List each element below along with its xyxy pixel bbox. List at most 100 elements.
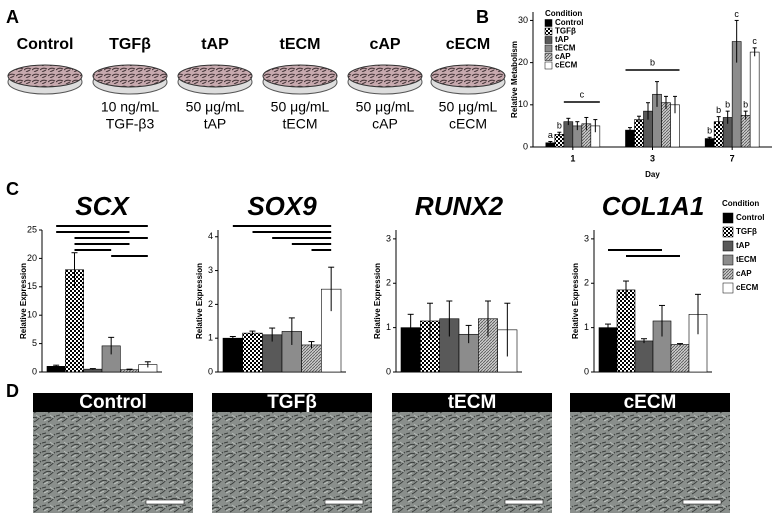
legend-title: Condition bbox=[722, 199, 759, 208]
condition-label: TGFβ bbox=[109, 36, 151, 53]
bar bbox=[634, 340, 654, 373]
bar bbox=[670, 344, 690, 373]
dish bbox=[347, 64, 423, 88]
y-tick-label: 30 bbox=[518, 15, 528, 25]
scale-bar bbox=[682, 499, 722, 505]
y-tick-label: 1 bbox=[208, 333, 213, 343]
significance-letter: b bbox=[725, 100, 730, 110]
micrograph bbox=[212, 393, 372, 513]
legend-swatch bbox=[544, 53, 553, 61]
condition-label: cECM bbox=[446, 36, 490, 53]
significance-letter: c bbox=[734, 9, 739, 19]
scale-bar bbox=[324, 499, 364, 505]
scale-bar bbox=[145, 499, 185, 505]
scale-bar bbox=[504, 499, 544, 505]
dose: 50 μg/mL bbox=[271, 99, 330, 115]
bar bbox=[242, 332, 263, 373]
bar bbox=[598, 327, 618, 373]
image-header bbox=[570, 393, 730, 412]
y-tick-label: 10 bbox=[518, 99, 528, 109]
y-tick-label: 10 bbox=[27, 310, 37, 320]
condition-label: tECM bbox=[280, 36, 321, 53]
y-tick-label: 3 bbox=[584, 233, 589, 243]
bar bbox=[661, 102, 671, 148]
agent: TGF-β3 bbox=[106, 116, 155, 132]
bar bbox=[740, 115, 751, 148]
legend-swatch bbox=[544, 36, 553, 44]
legend-title: Condition bbox=[545, 9, 582, 18]
y-axis-label: Relative Expression bbox=[19, 263, 28, 339]
micrograph bbox=[570, 393, 730, 513]
significance-letter: b bbox=[716, 105, 721, 115]
y-tick-label: 3 bbox=[208, 265, 213, 275]
condition-label: cAP bbox=[369, 36, 400, 53]
y-tick-label: 1 bbox=[584, 322, 589, 332]
bar bbox=[563, 121, 574, 148]
dose: 10 ng/mL bbox=[101, 99, 160, 115]
dish bbox=[7, 64, 83, 88]
legend-label: cAP bbox=[736, 269, 752, 278]
bar bbox=[616, 289, 636, 373]
bar bbox=[634, 119, 644, 148]
image-header bbox=[212, 393, 372, 412]
y-tick-label: 15 bbox=[27, 281, 37, 291]
panel-letter: A bbox=[6, 7, 19, 27]
legend-swatch bbox=[722, 254, 734, 266]
legend-label: tAP bbox=[736, 241, 750, 250]
legend-label: TGFβ bbox=[555, 27, 576, 36]
agent: tECM bbox=[283, 116, 318, 132]
legend-swatch bbox=[544, 19, 553, 27]
significance-letter: b bbox=[557, 121, 562, 131]
dose: 50 μg/mL bbox=[356, 99, 415, 115]
micrograph bbox=[392, 393, 552, 513]
y-tick-label: 3 bbox=[386, 233, 391, 243]
legend-swatch bbox=[722, 282, 734, 294]
dose: 50 μg/mL bbox=[439, 99, 498, 115]
bar bbox=[301, 344, 322, 373]
legend-label: cECM bbox=[555, 61, 578, 70]
legend-swatch bbox=[722, 268, 734, 280]
gene-title: RUNX2 bbox=[415, 191, 504, 221]
legend-swatch bbox=[722, 212, 734, 224]
y-tick-label: 4 bbox=[208, 231, 213, 241]
legend-swatch bbox=[722, 226, 734, 238]
legend-label: cAP bbox=[555, 52, 571, 61]
significance-letter: c bbox=[752, 36, 757, 46]
y-axis-label: Relative Expression bbox=[195, 263, 204, 339]
gene-title: SOX9 bbox=[247, 191, 317, 221]
y-tick-label: 25 bbox=[27, 224, 37, 234]
legend-label: tAP bbox=[555, 35, 569, 44]
image-label: tECM bbox=[448, 392, 497, 413]
y-tick-label: 20 bbox=[518, 57, 528, 67]
legend-label: tECM bbox=[555, 44, 576, 53]
x-tick-label: 1 bbox=[570, 153, 575, 163]
dish bbox=[177, 64, 253, 88]
micrograph bbox=[33, 393, 193, 513]
legend-label: Control bbox=[555, 18, 583, 27]
image-label: cECM bbox=[624, 392, 677, 413]
y-axis-label: Relative Expression bbox=[571, 263, 580, 339]
significance-letter: a bbox=[548, 130, 553, 140]
condition-label: tAP bbox=[201, 36, 229, 53]
legend-label: cECM bbox=[736, 283, 759, 292]
x-tick-label: 3 bbox=[650, 153, 655, 163]
significance-letter: c bbox=[580, 89, 585, 99]
y-tick-label: 0 bbox=[523, 141, 528, 151]
x-axis-label: Day bbox=[645, 170, 660, 179]
y-tick-label: 0 bbox=[32, 366, 37, 376]
y-tick-label: 1 bbox=[386, 322, 391, 332]
dose: 50 μg/mL bbox=[186, 99, 245, 115]
agent: tAP bbox=[204, 116, 227, 132]
y-tick-label: 0 bbox=[584, 366, 589, 376]
legend-swatch bbox=[544, 44, 553, 53]
condition-label: Control bbox=[17, 36, 74, 53]
significance-letter: b bbox=[743, 100, 748, 110]
significance-letter: b bbox=[650, 57, 655, 67]
y-tick-label: 2 bbox=[208, 299, 213, 309]
dish bbox=[92, 64, 168, 88]
y-tick-label: 2 bbox=[584, 278, 589, 288]
agent: cAP bbox=[372, 116, 398, 132]
y-axis-label: Relative Metabolism bbox=[510, 41, 519, 118]
dish bbox=[262, 64, 338, 88]
